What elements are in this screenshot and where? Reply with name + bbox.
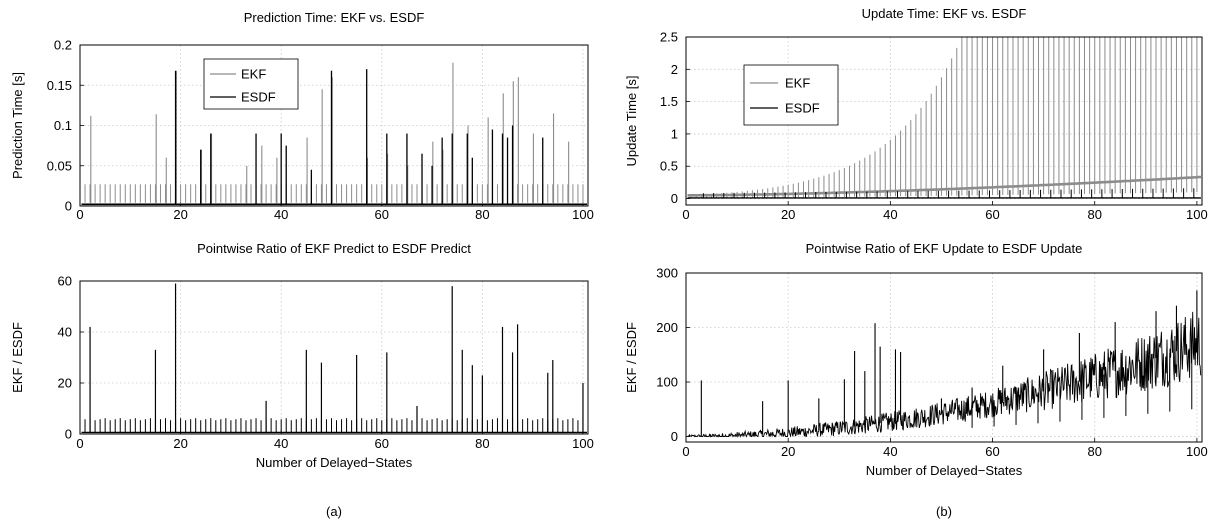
x-tick-label: 60 (985, 207, 999, 222)
x-tick-label: 80 (475, 436, 489, 451)
y-tick-label: 1.5 (660, 94, 678, 109)
x-tick-label: 100 (572, 436, 594, 451)
y-tick-label: 2.5 (660, 30, 678, 45)
y-tick-label: 40 (58, 325, 72, 340)
y-tick-label: 0.15 (47, 78, 72, 93)
x-tick-label: 20 (781, 207, 795, 222)
y-axis-label: Update Time [s] (624, 75, 639, 166)
legend-esdf-label: ESDF (241, 90, 276, 105)
y-tick-label: 100 (656, 375, 678, 390)
ekf-baseline (687, 175, 1202, 197)
legend: EKF ESDF (203, 58, 299, 110)
y-tick-label: 0.5 (660, 159, 678, 174)
y-tick-label: 0.05 (47, 158, 72, 173)
y-tick-label: 60 (58, 274, 72, 289)
series-esdf (687, 188, 1201, 199)
series-ratio-update (687, 290, 1202, 439)
x-tick-label: 0 (682, 444, 689, 459)
chart-ratio-predict: 0 20 40 60 80 100 0 20 40 60 Pointwise Ratio of EK… (10, 241, 594, 470)
chart-prediction-time: 0 20 40 60 80 100 0 0.05 0.1 0.15 0.2 Prediction Ti… (10, 10, 594, 222)
series-ratio-predict (81, 283, 587, 434)
legend-box (203, 58, 299, 110)
x-tick-label: 60 (375, 436, 389, 451)
y-tick-label: 0.2 (54, 38, 72, 53)
x-tick-label: 20 (173, 436, 187, 451)
x-tick-label: 60 (985, 444, 999, 459)
y-tick-label: 300 (656, 266, 678, 281)
plot-frame (685, 36, 1203, 206)
y-axis-label: EKF / ESDF (10, 322, 25, 393)
plot-title: Prediction Time: EKF vs. ESDF (244, 10, 425, 25)
x-tick-label: 0 (682, 207, 689, 222)
plot-frame (79, 280, 589, 435)
x-tick-label: 0 (76, 436, 83, 451)
caption-a: (a) (326, 504, 342, 519)
plot-title: Pointwise Ratio of EKF Predict to ESDF P… (197, 241, 471, 256)
x-tick-label: 20 (173, 207, 187, 222)
series-ekf (81, 62, 587, 205)
x-tick-label: 40 (274, 207, 288, 222)
plot-frame (79, 44, 589, 207)
plot-title: Pointwise Ratio of EKF Update to ESDF Up… (806, 241, 1083, 256)
y-tick-label: 0 (65, 427, 72, 442)
legend-ekf-label: EKF (241, 67, 266, 82)
x-tick-label: 40 (883, 444, 897, 459)
x-axis-label: Number of Delayed−States (866, 463, 1023, 478)
x-tick-label: 100 (1186, 444, 1208, 459)
x-tick-label: 0 (76, 207, 83, 222)
y-tick-label: 20 (58, 376, 72, 391)
legend-box (743, 64, 839, 126)
plot-title: Update Time: EKF vs. ESDF (862, 6, 1027, 21)
y-tick-label: 0 (671, 429, 678, 444)
plot-frame (685, 272, 1203, 443)
legend: EKF ESDF (743, 64, 839, 126)
legend-ekf-label: EKF (785, 76, 810, 91)
y-tick-label: 0.1 (54, 118, 72, 133)
plot-area (80, 281, 588, 434)
x-tick-label: 80 (1087, 444, 1101, 459)
series-esdf (81, 69, 587, 206)
x-tick-label: 80 (1087, 207, 1101, 222)
y-tick-label: 0 (65, 199, 72, 214)
x-tick-label: 20 (781, 444, 795, 459)
caption-b: (b) (936, 504, 952, 519)
y-axis-label: Prediction Time [s] (10, 72, 25, 179)
series-ekf (687, 37, 1202, 198)
x-tick-label: 100 (572, 207, 594, 222)
x-tick-label: 80 (475, 207, 489, 222)
y-tick-label: 1 (671, 126, 678, 141)
y-tick-label: 2 (671, 62, 678, 77)
chart-ratio-update: 0 20 40 60 80 100 0 100 200 300 Pointwise Ratio of… (624, 241, 1208, 478)
x-tick-label: 100 (1186, 207, 1208, 222)
x-tick-label: 40 (274, 436, 288, 451)
legend-esdf-label: ESDF (785, 101, 820, 116)
x-tick-label: 60 (375, 207, 389, 222)
chart-update-time: 0 20 40 60 80 100 0 0.5 1 1.5 2 2.5 Update Time: EKF… (624, 6, 1208, 222)
y-tick-label: 200 (656, 320, 678, 335)
y-axis-label: EKF / ESDF (624, 322, 639, 393)
y-tick-label: 0 (671, 191, 678, 206)
x-tick-label: 40 (883, 207, 897, 222)
x-axis-label: Number of Delayed−States (256, 455, 413, 470)
